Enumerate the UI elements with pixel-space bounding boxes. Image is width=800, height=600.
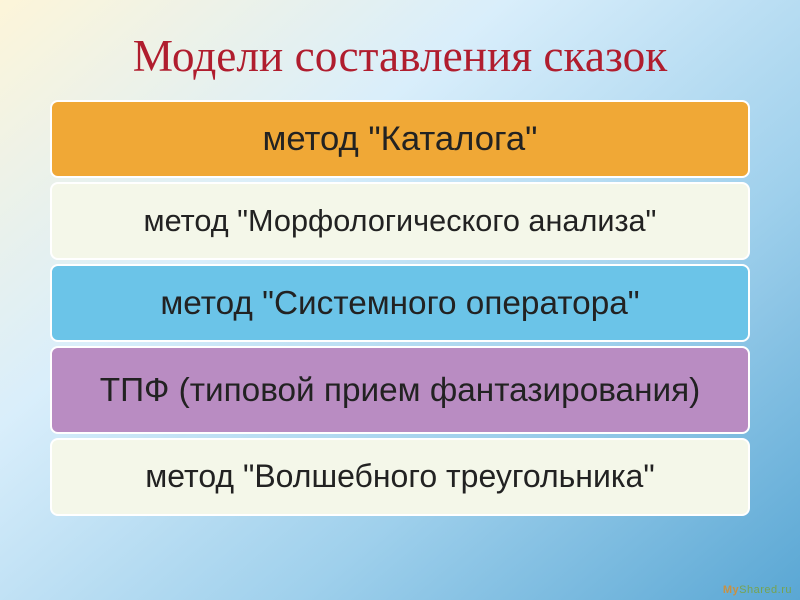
slide-title: Модели составления сказок	[40, 30, 760, 82]
row-3: ТПФ (типовой прием фантазирования)	[50, 346, 750, 434]
row-1-label: метод "Морфологического анализа"	[144, 205, 657, 237]
row-3-label: ТПФ (типовой прием фантазирования)	[100, 373, 701, 408]
slide: Модели составления сказок метод "Каталог…	[0, 0, 800, 600]
row-4: метод "Волшебного треугольника"	[50, 438, 750, 516]
watermark-suffix: .ru	[778, 584, 792, 596]
watermark-brand2: Shared	[739, 584, 777, 596]
row-2-label: метод "Системного оператора"	[160, 286, 639, 321]
row-1: метод "Морфологического анализа"	[50, 182, 750, 260]
rows-stack: метод "Каталога" метод "Морфологического…	[40, 100, 760, 516]
watermark: MyShared.ru	[723, 584, 792, 596]
row-0: метод "Каталога"	[50, 100, 750, 178]
watermark-brand1: My	[723, 584, 739, 596]
row-2: метод "Системного оператора"	[50, 264, 750, 342]
row-4-label: метод "Волшебного треугольника"	[145, 460, 654, 494]
row-0-label: метод "Каталога"	[263, 121, 538, 157]
